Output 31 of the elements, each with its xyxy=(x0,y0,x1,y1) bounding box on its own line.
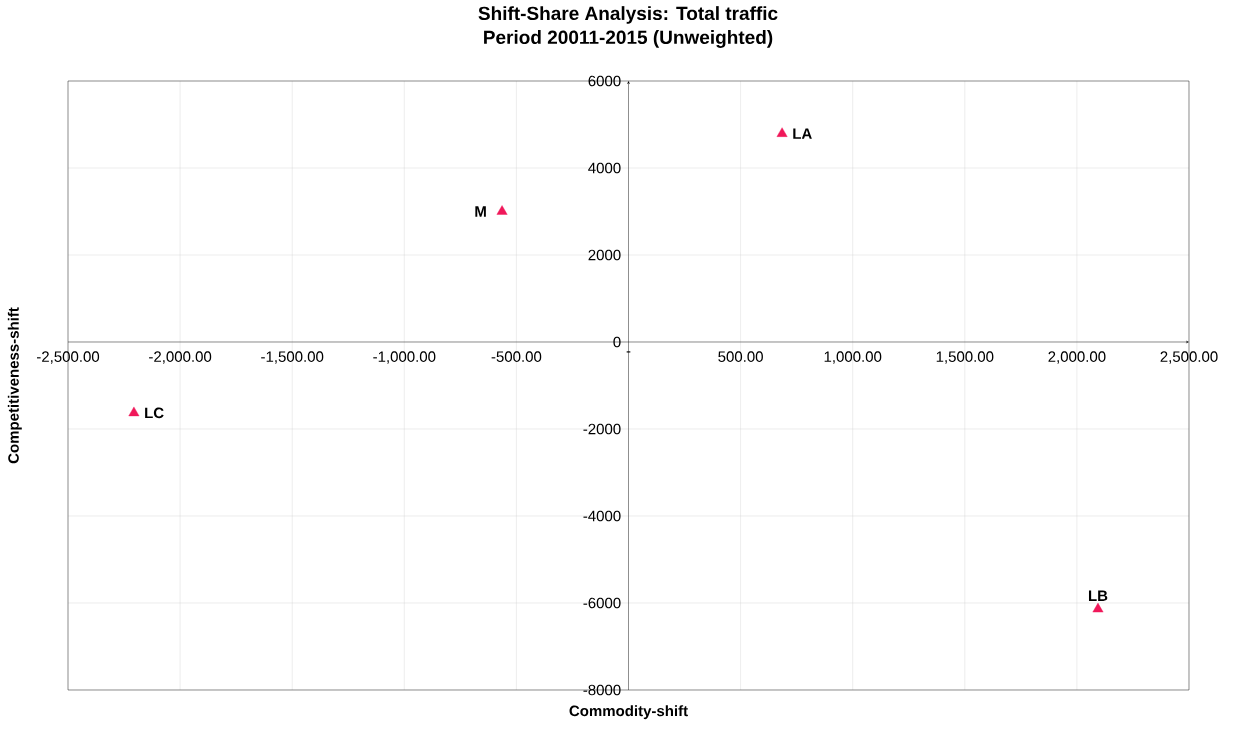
chart-title: Shift-Share Analysis: Total traffic xyxy=(478,6,778,24)
point xyxy=(128,406,140,417)
x-axis-title: Commodity-shift xyxy=(569,705,688,720)
chart-subtitle: Period 20011-2015 (Unweighted) xyxy=(484,30,773,48)
y-tick-label: -8000 xyxy=(583,684,621,696)
x-tick-label: 2,500.00 xyxy=(1160,351,1218,364)
x-tick-label: 2,000.00 xyxy=(1048,351,1106,364)
y-axis-title: Competitiveness-shift xyxy=(7,307,22,464)
x-tick-label: -2,500.00 xyxy=(36,351,100,364)
x-tick-label: -500.00 xyxy=(491,351,542,362)
y-tick-label: -2000 xyxy=(583,423,621,435)
y-tick-label: 2000 xyxy=(588,249,621,261)
x-tick-label: 500.00 xyxy=(718,351,763,362)
y-tick-label: -4000 xyxy=(583,510,621,522)
x-tick-label: 1,500.00 xyxy=(936,351,994,364)
y-tick-label: 6000 xyxy=(588,75,621,87)
point xyxy=(496,205,508,215)
x-tick-label: -1,500.00 xyxy=(261,351,324,364)
point xyxy=(776,127,788,137)
x-tick-label: -1,000.00 xyxy=(373,351,436,364)
y-tick-label: 0 xyxy=(613,336,621,348)
annotation: LA xyxy=(793,128,812,139)
x-tick-label: -2,000.00 xyxy=(149,351,212,364)
y-tick-label: 4000 xyxy=(588,162,621,174)
point xyxy=(1092,602,1104,613)
y-tick-label: -6000 xyxy=(583,597,621,609)
x-tick-label: - xyxy=(626,351,631,353)
annotation: LC xyxy=(145,407,164,419)
annotation: LB xyxy=(1088,590,1108,601)
annotation: M xyxy=(475,206,486,217)
x-tick-label: 1,000.00 xyxy=(824,351,882,364)
